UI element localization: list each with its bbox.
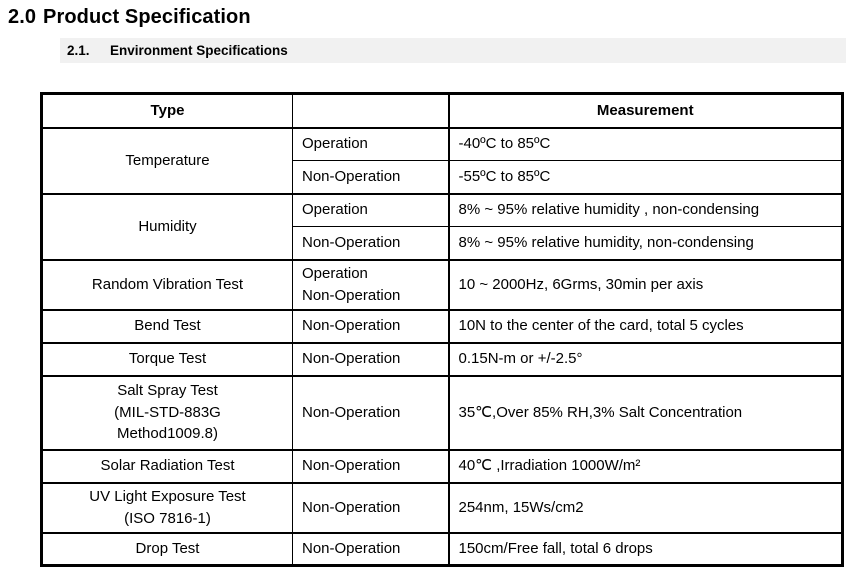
type-cell: Torque Test (41, 341, 293, 376)
mode-cell: Non-Operation (292, 341, 449, 376)
type-cell: Temperature (41, 126, 293, 194)
measurement-cell: 40℃ ,Irradiation 1000W/m² (447, 448, 843, 483)
measurement-cell: -40ºC to 85ºC (447, 126, 843, 161)
type-cell: Solar Radiation Test (41, 448, 293, 483)
mode-cell: Operation (292, 126, 449, 161)
table-row: Salt Spray Test (MIL-STD-883G Method1009… (41, 374, 843, 450)
type-cell: Bend Test (41, 308, 293, 343)
measurement-cell: 8% ~ 95% relative humidity , non-condens… (447, 192, 843, 227)
section-title: Product Specification (43, 6, 251, 28)
mode-cell: Operation Non-Operation (292, 258, 449, 310)
mode-cell: Non-Operation (292, 226, 449, 260)
mode-cell: Operation (292, 192, 449, 227)
measurement-cell: 10N to the center of the card, total 5 c… (447, 308, 843, 343)
type-cell: Drop Test (41, 531, 293, 566)
measurement-cell: 35℃,Over 85% RH,3% Salt Concentration (447, 374, 843, 450)
mode-cell: Non-Operation (292, 481, 449, 533)
table-row: Humidity Operation 8% ~ 95% relative hum… (41, 192, 843, 260)
header-cell-type: Type (41, 93, 293, 129)
mode-cell: Non-Operation (292, 448, 449, 483)
section-number: 2.0 (8, 6, 37, 28)
table-row: UV Light Exposure Test (ISO 7816-1) Non-… (41, 481, 843, 533)
type-cell: UV Light Exposure Test (ISO 7816-1) (41, 481, 293, 533)
section-heading: 2.0 Product Specification (0, 0, 846, 29)
mode-cell: Non-Operation (292, 531, 449, 566)
table-row: Bend Test Non-Operation 10N to the cente… (41, 308, 843, 343)
table-row: Non-Operation -55ºC to 85ºC (42, 160, 843, 194)
mode-cell: Non-Operation (292, 374, 449, 450)
measurement-cell: 8% ~ 95% relative humidity, non-condensi… (447, 226, 843, 260)
table-row: Drop Test Non-Operation 150cm/Free fall,… (41, 531, 843, 566)
table-row: Non-Operation 8% ~ 95% relative humidity… (42, 226, 843, 260)
measurement-cell: 0.15N-m or +/-2.5° (447, 341, 843, 376)
type-cell: Random Vibration Test (41, 258, 293, 310)
measurement-cell: 150cm/Free fall, total 6 drops (447, 531, 843, 566)
type-cell: Humidity (41, 192, 293, 260)
mode-cell: Non-Operation (292, 308, 449, 343)
mode-cell: Non-Operation (292, 160, 449, 194)
table-row: Solar Radiation Test Non-Operation 40℃ ,… (41, 448, 843, 483)
table-row: Temperature Operation -40ºC to 85ºC (41, 126, 843, 194)
measurement-cell: -55ºC to 85ºC (447, 160, 843, 194)
table-row: Random Vibration Test Operation Non-Oper… (41, 258, 843, 310)
measurement-cell: 254nm, 15Ws/cm2 (447, 481, 843, 533)
type-cell: Salt Spray Test (MIL-STD-883G Method1009… (41, 374, 293, 450)
subsection-title: Environment Specifications (110, 43, 288, 58)
environment-spec-table: Type Measurement Temperature Operation -… (40, 92, 844, 567)
table-header-row: Type Measurement (41, 93, 843, 129)
header-cell-measurement: Measurement (447, 93, 843, 129)
subsection-number: 2.1. (67, 43, 90, 58)
measurement-cell: 10 ~ 2000Hz, 6Grms, 30min per axis (447, 258, 843, 310)
subsection-heading: 2.1. Environment Specifications (60, 38, 846, 63)
table-row: Torque Test Non-Operation 0.15N-m or +/-… (41, 341, 843, 376)
header-cell-mode (292, 93, 449, 129)
